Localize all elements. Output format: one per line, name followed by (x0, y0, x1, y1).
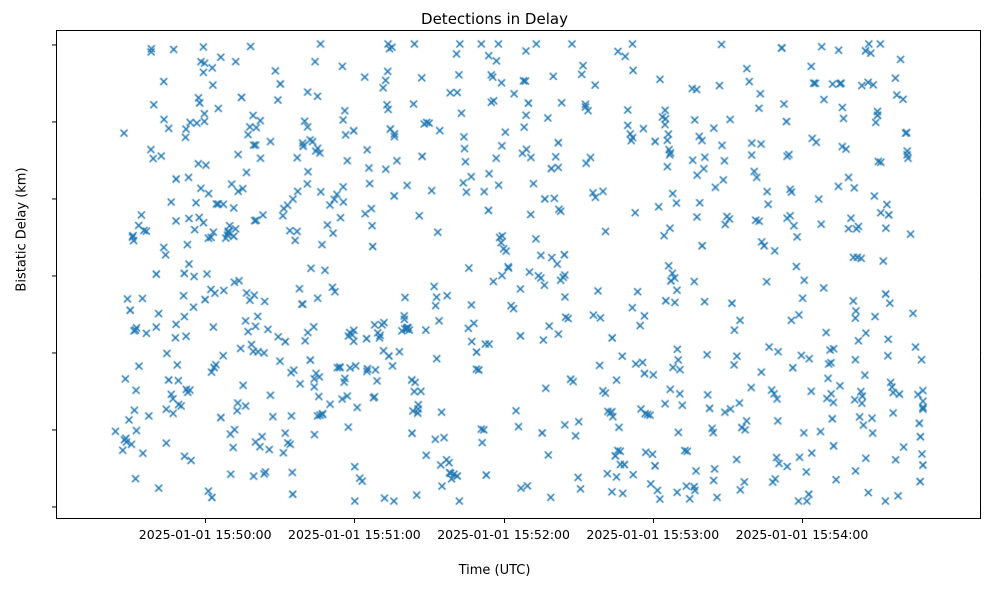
y-tick-mark (52, 506, 56, 508)
y-tick-mark (52, 352, 56, 354)
x-tick-mark (801, 519, 804, 523)
plot-area (56, 30, 981, 519)
y-tick-mark (52, 429, 56, 431)
y-axis-label: Bistatic Delay (km) (14, 167, 30, 292)
y-tick-mark (52, 121, 56, 123)
x-tick-label: 2025-01-01 15:54:00 (735, 527, 869, 542)
x-tick-label: 2025-01-01 15:52:00 (437, 527, 570, 542)
x-tick-mark (503, 519, 505, 523)
x-tick-mark (205, 519, 207, 523)
y-tick-mark (52, 275, 56, 277)
x-axis-label: Time (UTC) (458, 563, 531, 578)
x-tick-mark (354, 519, 356, 523)
x-tick-label: 2025-01-01 15:53:00 (586, 527, 720, 542)
chart-title: Detections in Delay (421, 10, 568, 28)
y-tick-mark (52, 44, 56, 46)
y-tick-mark (52, 198, 56, 200)
x-tick-label: 2025-01-01 15:51:00 (287, 527, 421, 542)
x-tick-label: 2025-01-01 15:50:00 (138, 527, 272, 542)
scatter-series (57, 31, 980, 518)
x-tick-mark (652, 519, 654, 523)
